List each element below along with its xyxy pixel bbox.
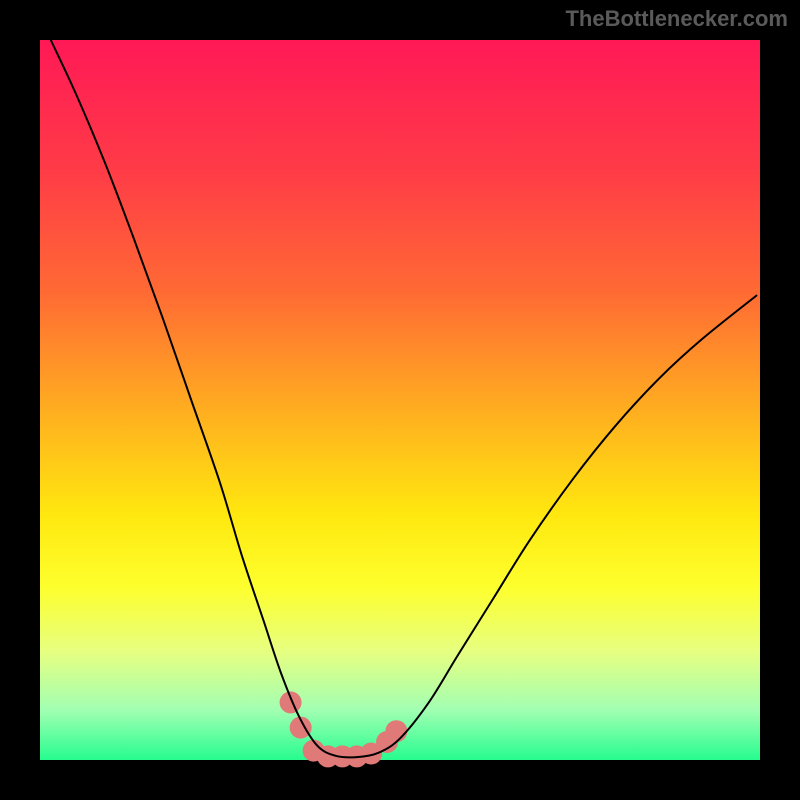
chart-svg	[0, 0, 800, 800]
data-point	[385, 720, 407, 742]
plot-background	[40, 40, 760, 760]
data-point	[280, 691, 302, 713]
chart-container: TheBottlenecker.com	[0, 0, 800, 800]
